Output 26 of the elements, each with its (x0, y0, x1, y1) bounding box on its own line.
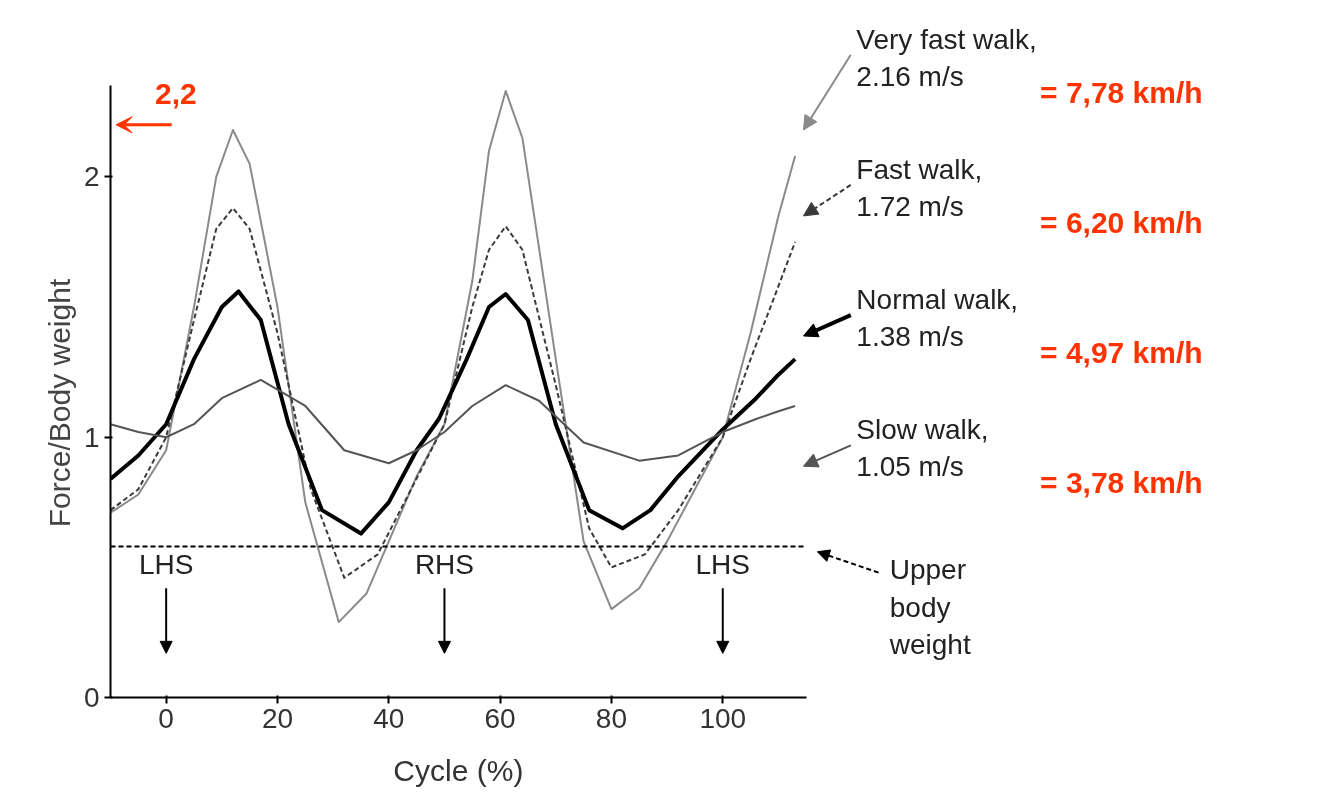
x-tick-label: 40 (373, 702, 405, 734)
annotation: RHS (414, 549, 475, 581)
text: = 7,78 km/h (1040, 75, 1203, 109)
x-tick-label: 60 (484, 702, 516, 734)
y-tick-label: 0 (83, 682, 100, 714)
x-axis-title: Cycle (%) (393, 754, 524, 787)
text: = 3,78 km/h (1040, 466, 1203, 500)
x-tick-label: 80 (595, 702, 628, 734)
annotation: LHS (695, 549, 750, 581)
annotation: 2,2 (155, 76, 197, 110)
legend-label: Slow walk, 1.05 m/s (856, 414, 989, 483)
annotation: LHS (138, 549, 194, 581)
text: = 4,97 km/h (1040, 335, 1203, 369)
legend-label: Upper body weight (888, 554, 971, 660)
x-tick-label: 100 (699, 702, 747, 734)
x-tick-label: 20 (261, 702, 294, 734)
y-axis-title: Force/Body weight (42, 278, 76, 528)
line-series (110, 207, 797, 579)
y-tick-label: 1 (83, 421, 100, 453)
x-tick-label: 0 (158, 702, 174, 734)
legend-label: Fast walk, 1.72 m/s (856, 153, 983, 222)
legend-label: Normal walk, 1.38 m/s (856, 283, 1019, 353)
text: = 6,20 km/h (1040, 205, 1203, 239)
line-series (110, 378, 797, 465)
text: Very fast walk, 2.16 m/s (856, 23, 1037, 92)
y-tick-label: 2 (83, 161, 100, 193)
